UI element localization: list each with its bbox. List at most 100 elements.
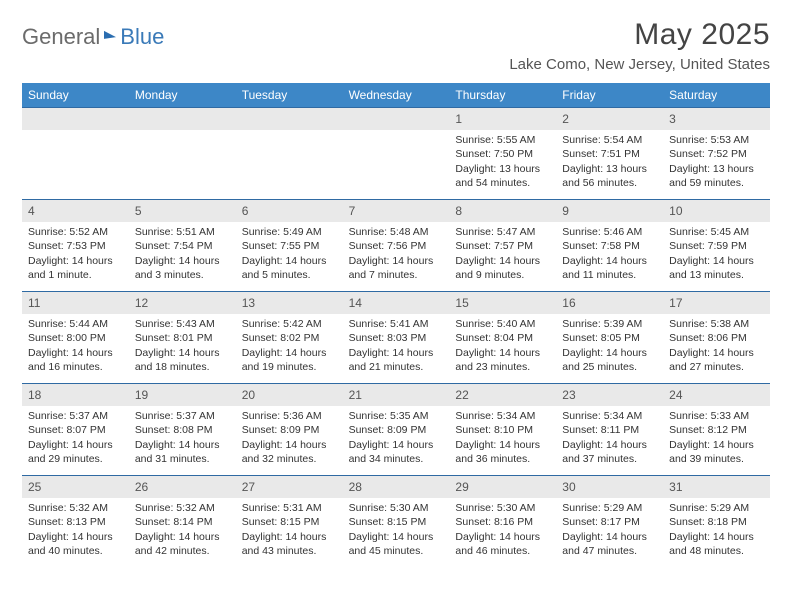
day-detail: Sunrise: 5:51 AMSunset: 7:54 PMDaylight:…: [129, 225, 236, 282]
calendar-cell: 27 Sunrise: 5:31 AMSunset: 8:15 PMDayligh…: [236, 475, 343, 567]
day-number: 4: [22, 200, 129, 222]
calendar-cell: 11Sunrise: 5:44 AMSunset: 8:00 PMDayligh…: [22, 291, 129, 383]
day-number: 12: [129, 292, 236, 314]
day-number: 14: [343, 292, 450, 314]
day-detail: Sunrise: 5:34 AMSunset: 8:10 PMDaylight:…: [449, 409, 556, 466]
day-number: 27: [236, 476, 343, 498]
page-title: May 2025: [509, 18, 770, 52]
calendar-cell: 13Sunrise: 5:42 AMSunset: 8:02 PMDayligh…: [236, 291, 343, 383]
day-number: 9: [556, 200, 663, 222]
day-detail: Sunrise: 5:46 AMSunset: 7:58 PMDaylight:…: [556, 225, 663, 282]
logo-triangle-icon: [104, 29, 116, 39]
calendar-body: 1 Sunrise: 5:55 AMSunset: 7:50 PMDaylight…: [22, 107, 770, 567]
day-number: 18: [22, 384, 129, 406]
day-number: 23: [556, 384, 663, 406]
day-number: [236, 108, 343, 130]
calendar-page: General Blue May 2025 Lake Como, New Jer…: [0, 0, 792, 585]
calendar-cell: 16 Sunrise: 5:39 AMSunset: 8:05 PMDayligh…: [556, 291, 663, 383]
calendar-cell: 6Sunrise: 5:49 AMSunset: 7:55 PMDaylight…: [236, 199, 343, 291]
calendar: SundayMondayTuesdayWednesdayThursdayFrid…: [22, 83, 770, 567]
day-number: 16: [556, 292, 663, 314]
calendar-cell: [22, 107, 129, 199]
day-number: 25: [22, 476, 129, 498]
calendar-cell: 23Sunrise: 5:34 AMSunset: 8:11 PMDayligh…: [556, 383, 663, 475]
calendar-cell: 3Sunrise: 5:53 AMSunset: 7:52 PMDaylight…: [663, 107, 770, 199]
day-detail: Sunrise: 5:55 AMSunset: 7:50 PMDaylight:…: [449, 133, 556, 190]
day-header: Friday: [556, 83, 663, 107]
day-detail: Sunrise: 5:42 AMSunset: 8:02 PMDaylight:…: [236, 317, 343, 374]
day-detail: Sunrise: 5:37 AMSunset: 8:08 PMDaylight:…: [129, 409, 236, 466]
calendar-cell: 26 Sunrise: 5:32 AMSunset: 8:14 PMDayligh…: [129, 475, 236, 567]
day-number: 30: [556, 476, 663, 498]
day-number: 1: [449, 108, 556, 130]
page-subtitle: Lake Como, New Jersey, United States: [509, 56, 770, 73]
calendar-cell: 20 Sunrise: 5:36 AMSunset: 8:09 PMDayligh…: [236, 383, 343, 475]
day-number: 10: [663, 200, 770, 222]
calendar-cell: 7 Sunrise: 5:48 AMSunset: 7:56 PMDaylight…: [343, 199, 450, 291]
day-number: 20: [236, 384, 343, 406]
day-detail: Sunrise: 5:52 AMSunset: 7:53 PMDaylight:…: [22, 225, 129, 282]
day-number: 3: [663, 108, 770, 130]
calendar-header-row: SundayMondayTuesdayWednesdayThursdayFrid…: [22, 83, 770, 107]
calendar-cell: 9 Sunrise: 5:46 AMSunset: 7:58 PMDaylight…: [556, 199, 663, 291]
day-number: 31: [663, 476, 770, 498]
day-number: 11: [22, 292, 129, 314]
day-detail: Sunrise: 5:32 AMSunset: 8:14 PMDaylight:…: [129, 501, 236, 558]
day-number: 22: [449, 384, 556, 406]
day-number: 21: [343, 384, 450, 406]
calendar-cell: 18 Sunrise: 5:37 AMSunset: 8:07 PMDayligh…: [22, 383, 129, 475]
day-detail: Sunrise: 5:40 AMSunset: 8:04 PMDaylight:…: [449, 317, 556, 374]
day-detail: Sunrise: 5:31 AMSunset: 8:15 PMDaylight:…: [236, 501, 343, 558]
day-detail: Sunrise: 5:30 AMSunset: 8:16 PMDaylight:…: [449, 501, 556, 558]
day-detail: Sunrise: 5:30 AMSunset: 8:15 PMDaylight:…: [343, 501, 450, 558]
day-header: Tuesday: [236, 83, 343, 107]
logo-text-2: Blue: [120, 24, 164, 50]
calendar-cell: [129, 107, 236, 199]
day-number: 17: [663, 292, 770, 314]
day-header: Saturday: [663, 83, 770, 107]
calendar-cell: 4 Sunrise: 5:52 AMSunset: 7:53 PMDaylight…: [22, 199, 129, 291]
day-number: 28: [343, 476, 450, 498]
day-number: 26: [129, 476, 236, 498]
calendar-cell: 12 Sunrise: 5:43 AMSunset: 8:01 PMDayligh…: [129, 291, 236, 383]
day-detail: Sunrise: 5:33 AMSunset: 8:12 PMDaylight:…: [663, 409, 770, 466]
day-header: Monday: [129, 83, 236, 107]
day-detail: Sunrise: 5:39 AMSunset: 8:05 PMDaylight:…: [556, 317, 663, 374]
day-detail: Sunrise: 5:29 AMSunset: 8:18 PMDaylight:…: [663, 501, 770, 558]
calendar-cell: [343, 107, 450, 199]
calendar-cell: 31 Sunrise: 5:29 AMSunset: 8:18 PMDayligh…: [663, 475, 770, 567]
calendar-cell: 5 Sunrise: 5:51 AMSunset: 7:54 PMDaylight…: [129, 199, 236, 291]
day-detail: Sunrise: 5:35 AMSunset: 8:09 PMDaylight:…: [343, 409, 450, 466]
logo: General Blue: [22, 18, 164, 50]
calendar-cell: 1 Sunrise: 5:55 AMSunset: 7:50 PMDaylight…: [449, 107, 556, 199]
day-number: 7: [343, 200, 450, 222]
day-header: Sunday: [22, 83, 129, 107]
calendar-cell: 15 Sunrise: 5:40 AMSunset: 8:04 PMDayligh…: [449, 291, 556, 383]
day-detail: Sunrise: 5:36 AMSunset: 8:09 PMDaylight:…: [236, 409, 343, 466]
day-detail: Sunrise: 5:29 AMSunset: 8:17 PMDaylight:…: [556, 501, 663, 558]
day-detail: Sunrise: 5:45 AMSunset: 7:59 PMDaylight:…: [663, 225, 770, 282]
calendar-cell: 25 Sunrise: 5:32 AMSunset: 8:13 PMDayligh…: [22, 475, 129, 567]
day-detail: Sunrise: 5:47 AMSunset: 7:57 PMDaylight:…: [449, 225, 556, 282]
calendar-cell: 17 Sunrise: 5:38 AMSunset: 8:06 PMDayligh…: [663, 291, 770, 383]
calendar-cell: 22 Sunrise: 5:34 AMSunset: 8:10 PMDayligh…: [449, 383, 556, 475]
day-header: Thursday: [449, 83, 556, 107]
calendar-cell: 8Sunrise: 5:47 AMSunset: 7:57 PMDaylight…: [449, 199, 556, 291]
calendar-cell: 19Sunrise: 5:37 AMSunset: 8:08 PMDayligh…: [129, 383, 236, 475]
calendar-cell: 30 Sunrise: 5:29 AMSunset: 8:17 PMDayligh…: [556, 475, 663, 567]
day-number: 5: [129, 200, 236, 222]
day-detail: Sunrise: 5:43 AMSunset: 8:01 PMDaylight:…: [129, 317, 236, 374]
calendar-cell: 29Sunrise: 5:30 AMSunset: 8:16 PMDayligh…: [449, 475, 556, 567]
day-number: 24: [663, 384, 770, 406]
calendar-cell: [236, 107, 343, 199]
day-detail: Sunrise: 5:38 AMSunset: 8:06 PMDaylight:…: [663, 317, 770, 374]
calendar-cell: 28 Sunrise: 5:30 AMSunset: 8:15 PMDayligh…: [343, 475, 450, 567]
day-header: Wednesday: [343, 83, 450, 107]
day-number: 15: [449, 292, 556, 314]
day-detail: Sunrise: 5:37 AMSunset: 8:07 PMDaylight:…: [22, 409, 129, 466]
day-detail: Sunrise: 5:48 AMSunset: 7:56 PMDaylight:…: [343, 225, 450, 282]
day-number: [343, 108, 450, 130]
calendar-cell: 2Sunrise: 5:54 AMSunset: 7:51 PMDaylight…: [556, 107, 663, 199]
day-detail: Sunrise: 5:49 AMSunset: 7:55 PMDaylight:…: [236, 225, 343, 282]
day-detail: Sunrise: 5:32 AMSunset: 8:13 PMDaylight:…: [22, 501, 129, 558]
